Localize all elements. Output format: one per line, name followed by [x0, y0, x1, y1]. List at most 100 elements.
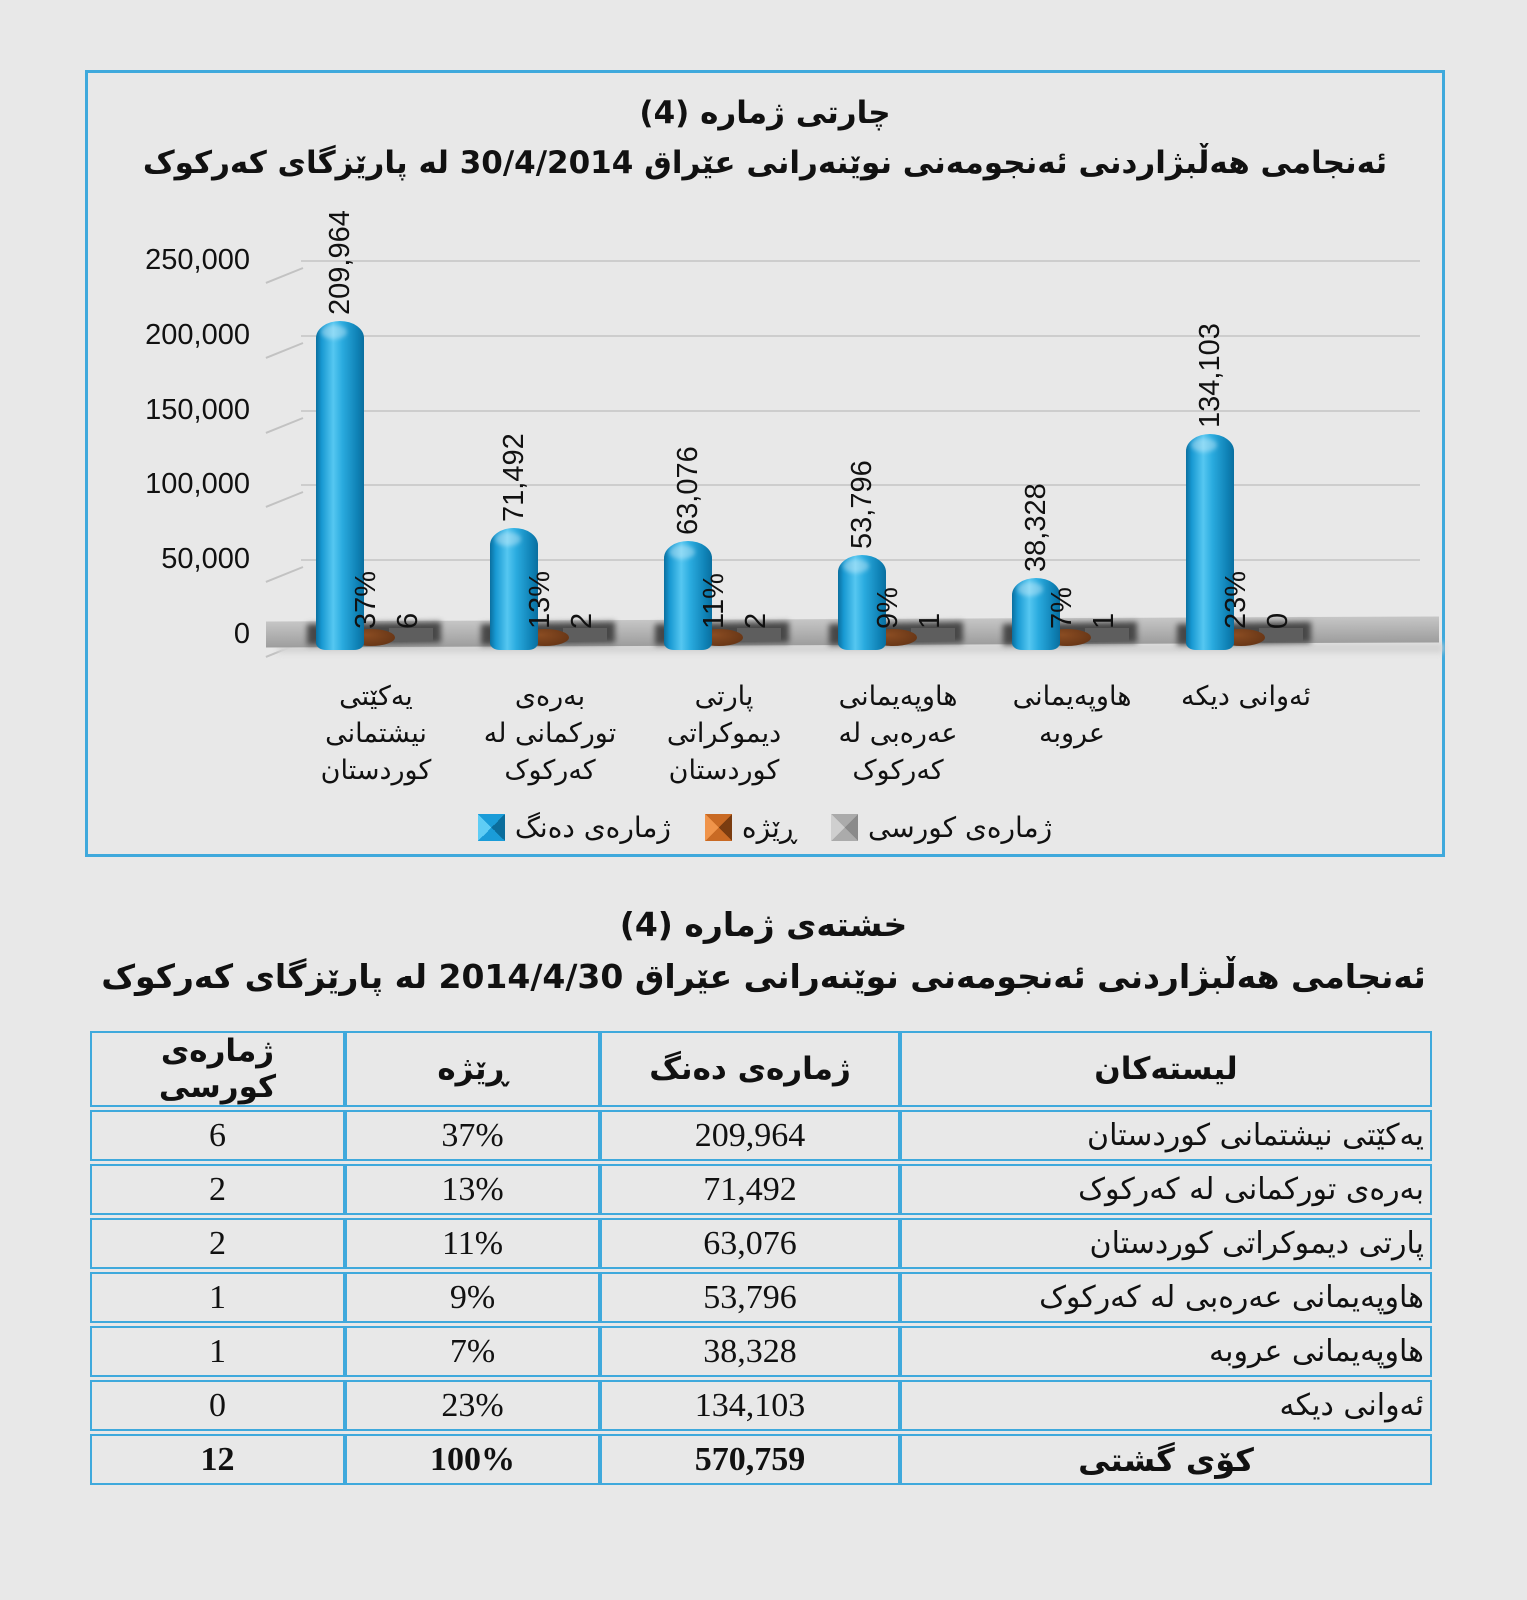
list-name-cell: بەرەی تورکمانی له کەرکوک: [900, 1164, 1432, 1215]
seats-cell: 1: [90, 1272, 345, 1323]
header-votes: ژمارەی دەنگ: [600, 1031, 900, 1107]
table-row: بەرەی تورکمانی له کەرکوک 71,492 13% 2: [90, 1164, 1432, 1215]
chart-subtitle: ئەنجامی هەڵبژاردنی ئەنجومەنی نوێنەرانی ع…: [142, 145, 1388, 181]
percentage-label: 23%: [1220, 570, 1252, 629]
list-name-cell: ئەوانی دیکه: [900, 1380, 1432, 1431]
list-name-cell: هاوپەیمانی عەرەبی له کەرکوک: [900, 1272, 1432, 1323]
percentage-label: 7%: [1046, 587, 1078, 629]
votes-cell: 63,076: [600, 1218, 900, 1269]
votes-cell: 570,759: [600, 1434, 900, 1485]
list-name-cell: کۆی گشتی: [900, 1434, 1432, 1485]
percentage-cell: 7%: [345, 1326, 600, 1377]
vote-value-label: 38,328: [1020, 482, 1052, 572]
vote-bar: [1012, 577, 1060, 650]
vote-bar: [490, 528, 538, 650]
vote-value-label: 134,103: [1194, 323, 1226, 429]
percentage-label: 13%: [524, 570, 556, 629]
percentage-label: 9%: [872, 587, 904, 629]
percentage-cell: 100%: [345, 1434, 600, 1485]
votes-cell: 134,103: [600, 1380, 900, 1431]
vote-value-label: 209,964: [324, 210, 356, 315]
category-label: هاوپەیمانی عەرەبی له کەرکوک: [838, 681, 958, 786]
category-label: پارتی دیموکراتی کوردستان: [666, 681, 782, 786]
votes-cell: 71,492: [600, 1164, 900, 1215]
vote-value-label: 71,492: [498, 433, 530, 523]
seats-cell: 0: [90, 1380, 345, 1431]
axis-depth-tick: [265, 566, 304, 584]
chart-legend: ژمارەی دەنگ ڕێژه ژمارەی کورسی: [88, 811, 1442, 844]
table-total-row: کۆی گشتی 570,759 100% 12: [90, 1434, 1432, 1485]
table-title: خشتەی ژماره (4): [619, 905, 908, 944]
y-axis-tick-label: 0: [233, 618, 250, 650]
percentage-cell: 23%: [345, 1380, 600, 1431]
category-label: بەرەی تورکمانی له کەرکوک: [483, 681, 617, 786]
legend-label-percentage: ڕێژه: [741, 811, 797, 844]
y-axis-tick-label: 200,000: [145, 318, 250, 351]
seats-label: 6: [392, 612, 424, 629]
table-header-row: لیستەکان ژمارەی دەنگ ڕێژه ژمارەی کورسی: [90, 1031, 1432, 1107]
header-lists: لیستەکان: [900, 1031, 1432, 1107]
gridline: [301, 334, 1420, 337]
seats-cell: 6: [90, 1110, 345, 1161]
seats-marker: [563, 628, 607, 641]
table-row: هاوپەیمانی عروبه 38,328 7% 1: [90, 1326, 1432, 1377]
list-name-cell: پارتی دیموکراتی کوردستان: [900, 1218, 1432, 1269]
gridline: [301, 409, 1420, 412]
seats-label: 0: [1262, 612, 1294, 629]
seats-label: 2: [566, 612, 598, 629]
vote-bar: [1186, 434, 1234, 650]
seats-label: 1: [1088, 612, 1120, 629]
votes-cell: 53,796: [600, 1272, 900, 1323]
header-seats: ژمارەی کورسی: [90, 1031, 345, 1107]
seats-label: 2: [740, 612, 772, 629]
vote-value-label: 63,076: [672, 445, 704, 535]
y-axis-tick-label: 250,000: [145, 244, 250, 276]
percentage-cell: 9%: [345, 1272, 600, 1323]
percentage-label: 11%: [698, 573, 730, 629]
gridline: [301, 484, 1420, 487]
seats-cell: 2: [90, 1218, 345, 1269]
results-table: لیستەکان ژمارەی دەنگ ڕێژه ژمارەی کورسی یەکێت…: [90, 1028, 1432, 1488]
percentage-series-swatch-icon: [704, 814, 732, 841]
axis-depth-tick: [265, 491, 304, 509]
chart-title: چارتی ژماره (4): [639, 95, 891, 131]
seats-marker: [1259, 628, 1303, 641]
category-label: هاوپەیمانی عروبه: [1012, 681, 1132, 749]
table-row: هاوپەیمانی عەرەبی له کەرکوک 53,796 9% 1: [90, 1272, 1432, 1323]
legend-label-seats: ژمارەی کورسی: [867, 811, 1053, 844]
header-percentage: ڕێژه: [345, 1031, 600, 1107]
legend-item-votes: ژمارەی دەنگ: [477, 811, 671, 844]
seats-marker: [911, 628, 955, 641]
axis-depth-tick: [265, 416, 304, 434]
votes-cell: 209,964: [600, 1110, 900, 1161]
percentage-cell: 37%: [345, 1110, 600, 1161]
table-row: ئەوانی دیکه 134,103 23% 0: [90, 1380, 1432, 1431]
election-results-chart: چارتی ژماره (4) ئەنجامی هەڵبژاردنی ئەنجو…: [85, 70, 1445, 857]
results-table-wrapper: لیستەکان ژمارەی دەنگ ڕێژه ژمارەی کورسی یەکێت…: [90, 1028, 1432, 1488]
seats-cell: 12: [90, 1434, 345, 1485]
legend-item-seats: ژمارەی کورسی: [830, 811, 1053, 844]
table-row: یەکێتی نیشتمانی کوردستان 209,964 37% 6: [90, 1110, 1432, 1161]
seats-cell: 1: [90, 1326, 345, 1377]
vote-bar: [316, 320, 364, 650]
seats-cell: 2: [90, 1164, 345, 1215]
percentage-cell: 11%: [345, 1218, 600, 1269]
table-row: پارتی دیموکراتی کوردستان 63,076 11% 2: [90, 1218, 1432, 1269]
vote-bar: [838, 554, 886, 650]
votes-cell: 38,328: [600, 1326, 900, 1377]
gridline: [301, 260, 1420, 262]
list-name-cell: یەکێتی نیشتمانی کوردستان: [900, 1110, 1432, 1161]
y-axis-tick-label: 50,000: [161, 543, 250, 576]
list-name-cell: هاوپەیمانی عروبه: [900, 1326, 1432, 1377]
seats-label: 1: [914, 612, 946, 629]
seats-marker: [737, 628, 781, 641]
axis-depth-tick: [265, 267, 304, 284]
seats-series-swatch-icon: [830, 814, 858, 841]
y-axis-tick-label: 150,000: [145, 393, 250, 426]
category-label: ئەوانی دیکه: [1180, 681, 1312, 712]
legend-item-percentage: ڕێژه: [704, 811, 797, 844]
votes-series-swatch-icon: [477, 814, 505, 841]
y-axis-tick-label: 100,000: [145, 468, 250, 501]
percentage-cell: 13%: [345, 1164, 600, 1215]
